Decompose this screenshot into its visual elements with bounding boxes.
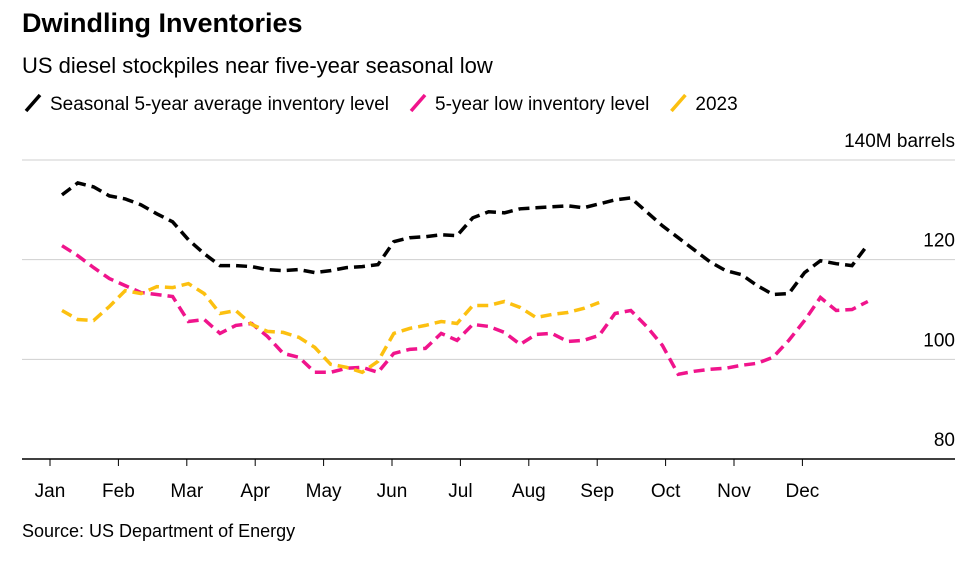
legend-label: 2023: [695, 94, 737, 115]
x-tick-label: Nov: [717, 481, 751, 502]
x-tick-label: Apr: [240, 481, 270, 502]
legend-label: 5-year low inventory level: [435, 94, 649, 115]
chart-subtitle: US diesel stockpiles near five-year seas…: [22, 53, 493, 78]
legend: Seasonal 5-year average inventory level 5…: [24, 93, 738, 115]
x-tick-label: Feb: [102, 481, 135, 502]
x-tick-label: Jan: [35, 481, 66, 502]
chart-title: Dwindling Inventories: [22, 8, 303, 38]
series-line: [60, 180, 870, 297]
legend-swatch: [670, 93, 687, 113]
legend-label: Seasonal 5-year average inventory level: [50, 94, 389, 115]
x-tick-label: Dec: [786, 481, 820, 502]
x-tick-label: Jun: [377, 481, 408, 502]
x-tick-label: Sep: [580, 481, 614, 502]
x-tick-label: Oct: [651, 481, 681, 502]
y-tick-label: 120: [923, 231, 955, 252]
x-tick-label: Aug: [512, 481, 546, 502]
x-tick-label: Mar: [170, 481, 203, 502]
x-tick-label: May: [306, 481, 342, 502]
y-tick-label: 80: [934, 430, 955, 451]
x-tick-label: Jul: [448, 481, 472, 502]
y-tick-label: 100: [923, 330, 955, 351]
y-tick-label: 140M barrels: [844, 131, 955, 152]
legend-swatch: [409, 93, 427, 113]
series-line: [61, 244, 869, 377]
series-line: [61, 281, 600, 375]
legend-swatch: [24, 93, 42, 113]
source-note: Source: US Department of Energy: [22, 521, 295, 541]
